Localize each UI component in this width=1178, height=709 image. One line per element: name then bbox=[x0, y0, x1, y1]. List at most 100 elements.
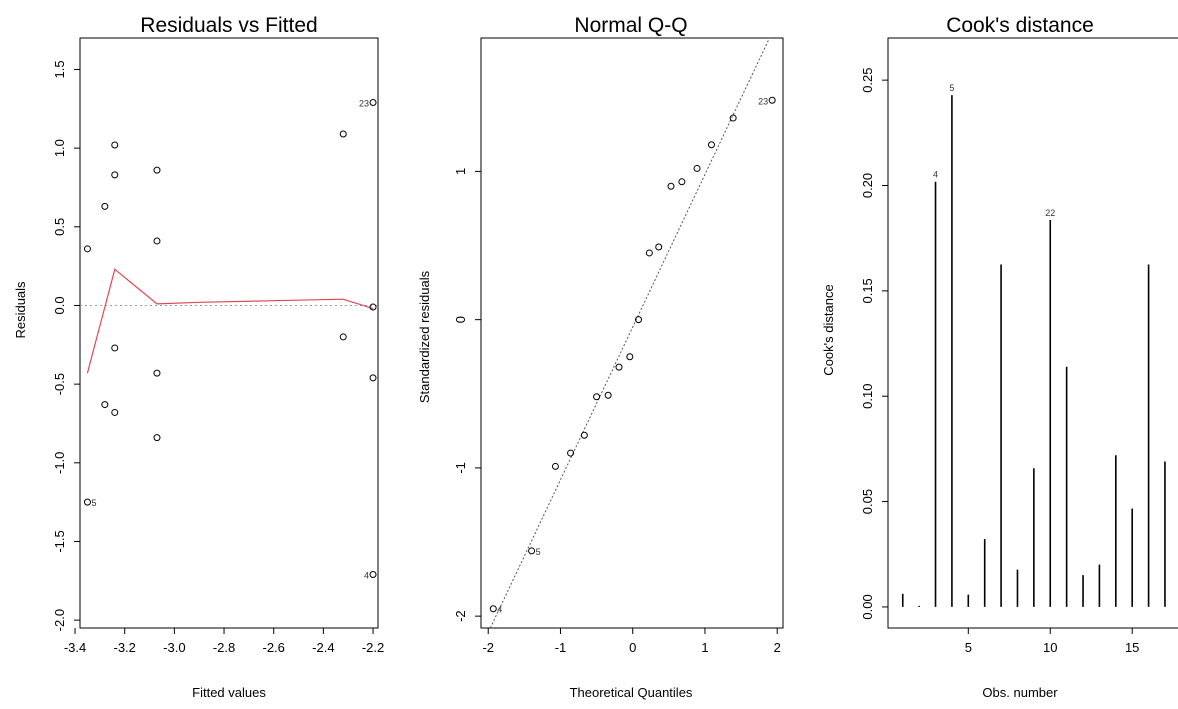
bar-label: 22 bbox=[1045, 208, 1055, 218]
data-point bbox=[729, 114, 737, 122]
y-tick-label: -1.0 bbox=[52, 452, 67, 474]
data-point bbox=[153, 434, 161, 442]
data-point bbox=[635, 316, 643, 324]
qq-reference-line bbox=[489, 37, 770, 629]
y-tick-label: 0.25 bbox=[860, 67, 875, 92]
plot-frame bbox=[480, 37, 784, 629]
data-point bbox=[369, 374, 377, 382]
y-axis: -2 -1 0 1 bbox=[453, 168, 481, 622]
x-tick-label: 0 bbox=[629, 640, 636, 655]
x-axis-label: Theoretical Quantiles bbox=[570, 685, 693, 700]
data-point bbox=[489, 605, 497, 613]
x-tick-label: -2.2 bbox=[362, 640, 384, 655]
point-label: 5 bbox=[536, 547, 541, 557]
y-tick-label: 1.5 bbox=[52, 60, 67, 78]
data-point bbox=[528, 547, 536, 555]
data-point bbox=[111, 408, 119, 416]
data-point bbox=[111, 141, 119, 149]
point-label: 5 bbox=[91, 498, 96, 508]
y-tick-label: -1 bbox=[453, 462, 468, 474]
x-tick-label: -2.6 bbox=[262, 640, 284, 655]
y-tick-label: -2.0 bbox=[52, 609, 67, 631]
data-point bbox=[707, 141, 715, 149]
x-tick-label: -2 bbox=[482, 640, 494, 655]
data-point bbox=[111, 344, 119, 352]
point-label: 23 bbox=[758, 96, 768, 106]
y-axis-label: Standardized residuals bbox=[417, 270, 432, 403]
plot-marks: 4 5 22 bbox=[901, 83, 1166, 607]
y-axis: -2.0 -1.5 -1.0 -0.5 0.0 0.5 1.0 1.5 bbox=[52, 60, 80, 631]
data-point bbox=[101, 202, 109, 210]
y-tick-label: 0.05 bbox=[860, 489, 875, 514]
data-point bbox=[83, 245, 91, 253]
data-point bbox=[369, 303, 377, 311]
y-axis-label: Cook's distance bbox=[821, 284, 836, 375]
y-axis-label: Residuals bbox=[13, 281, 28, 339]
data-point bbox=[768, 96, 776, 104]
y-tick-label: 0.15 bbox=[860, 278, 875, 303]
x-axis: -2 -1 0 1 2 bbox=[482, 628, 781, 655]
point-label: 4 bbox=[364, 571, 369, 581]
x-tick-label: 15 bbox=[1125, 640, 1139, 655]
data-point bbox=[83, 498, 91, 506]
smoother-line bbox=[86, 268, 374, 374]
y-tick-label: -1.5 bbox=[52, 530, 67, 552]
data-point bbox=[153, 369, 161, 377]
y-tick-label: -0.5 bbox=[52, 373, 67, 395]
data-point bbox=[369, 99, 377, 107]
bar-label: 5 bbox=[949, 83, 954, 93]
x-tick-label: 2 bbox=[774, 640, 781, 655]
point-label: 23 bbox=[359, 99, 369, 109]
data-point bbox=[369, 571, 377, 579]
cooks-distance-panel: Cook's distance Obs. number Cook's dista… bbox=[821, 14, 1178, 700]
point-label: 4 bbox=[497, 605, 502, 615]
x-tick-label: -3.0 bbox=[163, 640, 185, 655]
y-tick-label: 0.10 bbox=[860, 384, 875, 409]
y-tick-label: 0.00 bbox=[860, 594, 875, 619]
x-tick-label: -3.4 bbox=[64, 640, 86, 655]
data-point bbox=[615, 363, 623, 371]
data-point bbox=[693, 164, 701, 172]
data-point bbox=[604, 391, 612, 399]
data-point bbox=[655, 243, 663, 251]
x-axis-label: Obs. number bbox=[982, 685, 1058, 700]
x-tick-label: 10 bbox=[1043, 640, 1057, 655]
data-point bbox=[111, 171, 119, 179]
y-tick-label: 0.0 bbox=[52, 296, 67, 314]
y-tick-label: 0.5 bbox=[52, 218, 67, 236]
data-point bbox=[593, 393, 601, 401]
data-point bbox=[580, 431, 588, 439]
y-tick-label: -2 bbox=[453, 610, 468, 622]
plot-marks: 4 5 23 bbox=[489, 37, 776, 629]
normal-qq-panel: Normal Q-Q Theoretical Quantiles Standar… bbox=[417, 14, 784, 700]
y-tick-label: 0.20 bbox=[860, 173, 875, 198]
data-point bbox=[101, 401, 109, 409]
bar-label: 4 bbox=[933, 170, 938, 180]
chart-title: Normal Q-Q bbox=[574, 14, 687, 37]
data-point bbox=[645, 249, 653, 257]
x-tick-label: -2.4 bbox=[312, 640, 334, 655]
data-point bbox=[567, 449, 575, 457]
y-axis: 0.00 0.05 0.10 0.15 0.20 0.25 bbox=[860, 67, 888, 620]
plot-frame bbox=[79, 37, 379, 629]
x-axis-label: Fitted values bbox=[192, 685, 266, 700]
data-point bbox=[339, 130, 347, 138]
data-point bbox=[551, 462, 559, 470]
plot-frame bbox=[887, 37, 1178, 629]
x-tick-label: 5 bbox=[965, 640, 972, 655]
data-point bbox=[626, 353, 634, 361]
y-tick-label: 1.0 bbox=[52, 139, 67, 157]
residuals-vs-fitted-panel: Residuals vs Fitted Fitted values Residu… bbox=[13, 14, 384, 700]
x-axis: -3.4 -3.2 -3.0 -2.8 -2.6 -2.4 -2.2 bbox=[64, 628, 384, 655]
y-tick-label: 1 bbox=[453, 168, 468, 175]
x-tick-label: -3.2 bbox=[113, 640, 135, 655]
chart-title: Residuals vs Fitted bbox=[140, 14, 317, 37]
x-axis: 5 10 15 bbox=[965, 628, 1139, 655]
x-tick-label: 1 bbox=[701, 640, 708, 655]
x-tick-label: -2.8 bbox=[213, 640, 235, 655]
data-point bbox=[153, 237, 161, 245]
chart-title: Cook's distance bbox=[946, 14, 1094, 37]
data-point bbox=[339, 333, 347, 341]
data-point bbox=[678, 178, 686, 186]
